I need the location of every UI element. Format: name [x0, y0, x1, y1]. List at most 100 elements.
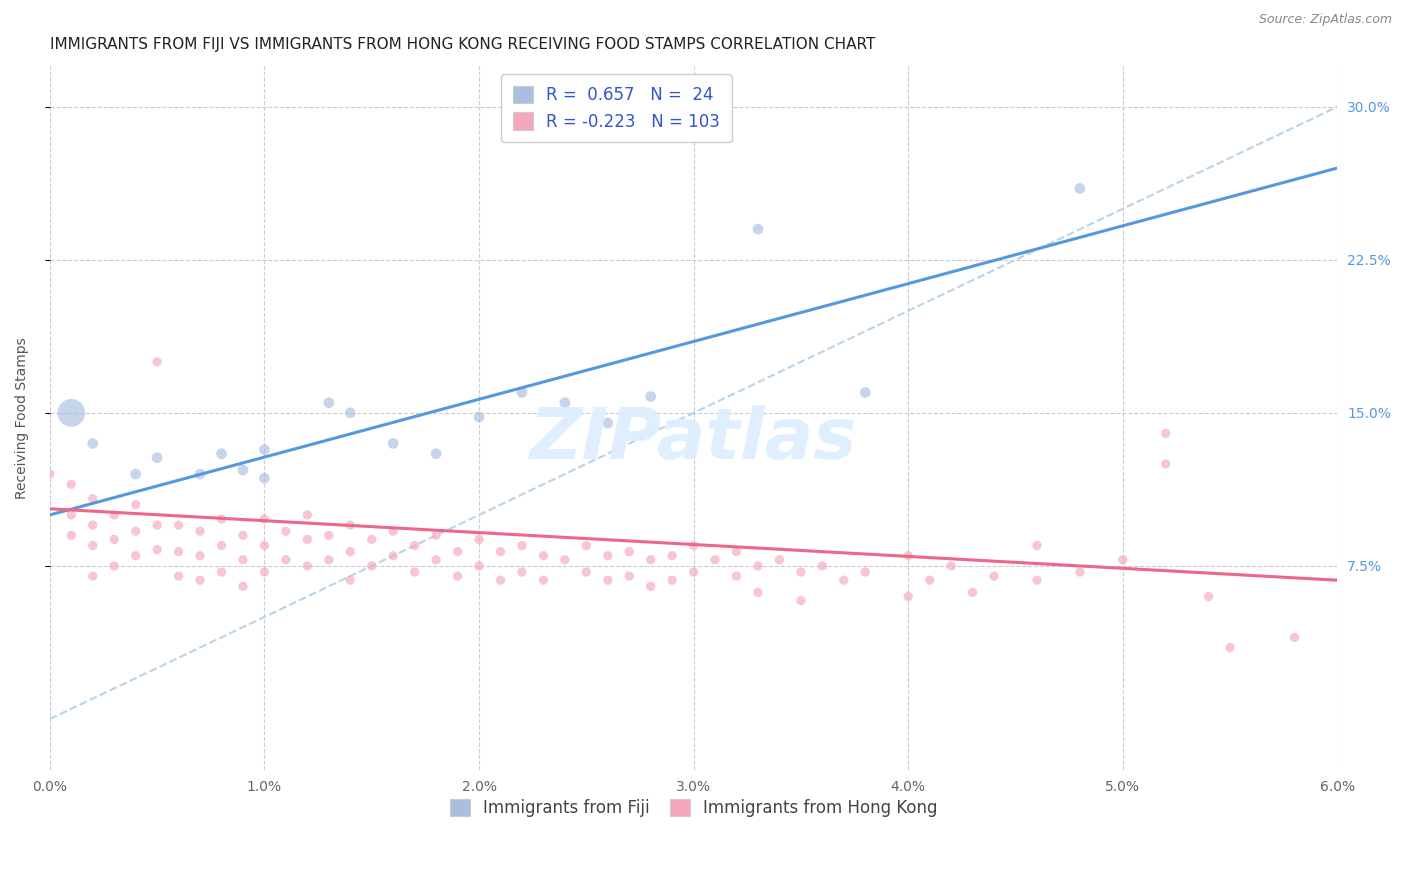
- Point: [146, 542, 169, 557]
- Point: [274, 553, 297, 567]
- Point: [339, 544, 361, 558]
- Point: [596, 549, 619, 563]
- Point: [510, 539, 533, 553]
- Point: [468, 533, 491, 547]
- Point: [531, 549, 554, 563]
- Point: [939, 558, 962, 573]
- Point: [124, 498, 146, 512]
- Point: [1026, 573, 1049, 587]
- Point: [596, 573, 619, 587]
- Point: [489, 544, 512, 558]
- Point: [640, 579, 662, 593]
- Point: [725, 569, 748, 583]
- Point: [596, 416, 619, 430]
- Point: [211, 512, 233, 526]
- Point: [253, 565, 276, 579]
- Point: [124, 549, 146, 563]
- Point: [747, 585, 769, 599]
- Point: [103, 558, 125, 573]
- Point: [983, 569, 1005, 583]
- Point: [318, 528, 340, 542]
- Point: [297, 558, 319, 573]
- Point: [1154, 457, 1177, 471]
- Point: [60, 406, 83, 420]
- Point: [682, 539, 704, 553]
- Point: [188, 549, 211, 563]
- Point: [188, 573, 211, 587]
- Point: [1112, 553, 1135, 567]
- Point: [211, 539, 233, 553]
- Point: [619, 569, 641, 583]
- Point: [554, 395, 576, 409]
- Point: [211, 565, 233, 579]
- Point: [253, 539, 276, 553]
- Point: [146, 518, 169, 533]
- Point: [382, 524, 405, 539]
- Point: [339, 518, 361, 533]
- Point: [768, 553, 790, 567]
- Point: [446, 544, 468, 558]
- Point: [232, 553, 254, 567]
- Point: [360, 533, 382, 547]
- Point: [1219, 640, 1241, 655]
- Point: [1198, 590, 1220, 604]
- Y-axis label: Receiving Food Stamps: Receiving Food Stamps: [15, 337, 30, 499]
- Point: [188, 524, 211, 539]
- Point: [468, 558, 491, 573]
- Point: [146, 450, 169, 465]
- Text: Source: ZipAtlas.com: Source: ZipAtlas.com: [1258, 13, 1392, 27]
- Point: [661, 573, 683, 587]
- Point: [146, 355, 169, 369]
- Point: [725, 544, 748, 558]
- Point: [211, 447, 233, 461]
- Point: [425, 447, 447, 461]
- Point: [575, 539, 598, 553]
- Point: [554, 416, 576, 430]
- Point: [510, 565, 533, 579]
- Point: [297, 533, 319, 547]
- Point: [962, 585, 984, 599]
- Point: [188, 467, 211, 482]
- Point: [339, 406, 361, 420]
- Point: [382, 436, 405, 450]
- Text: ZIPatlas: ZIPatlas: [530, 405, 858, 474]
- Point: [404, 565, 426, 579]
- Text: IMMIGRANTS FROM FIJI VS IMMIGRANTS FROM HONG KONG RECEIVING FOOD STAMPS CORRELAT: IMMIGRANTS FROM FIJI VS IMMIGRANTS FROM …: [49, 37, 875, 53]
- Point: [253, 442, 276, 457]
- Point: [640, 390, 662, 404]
- Point: [446, 569, 468, 583]
- Point: [489, 573, 512, 587]
- Point: [811, 558, 834, 573]
- Point: [897, 590, 920, 604]
- Point: [274, 524, 297, 539]
- Point: [1069, 565, 1091, 579]
- Point: [253, 471, 276, 485]
- Point: [232, 463, 254, 477]
- Point: [918, 573, 941, 587]
- Point: [382, 549, 405, 563]
- Point: [297, 508, 319, 522]
- Point: [82, 436, 104, 450]
- Point: [425, 553, 447, 567]
- Point: [404, 539, 426, 553]
- Point: [853, 565, 876, 579]
- Point: [682, 565, 704, 579]
- Point: [253, 512, 276, 526]
- Point: [38, 467, 60, 482]
- Point: [704, 553, 727, 567]
- Point: [82, 518, 104, 533]
- Point: [103, 533, 125, 547]
- Point: [82, 539, 104, 553]
- Point: [60, 528, 83, 542]
- Point: [167, 544, 190, 558]
- Point: [747, 558, 769, 573]
- Point: [124, 524, 146, 539]
- Point: [167, 518, 190, 533]
- Point: [790, 565, 813, 579]
- Point: [232, 579, 254, 593]
- Point: [790, 593, 813, 607]
- Point: [619, 544, 641, 558]
- Point: [510, 385, 533, 400]
- Point: [318, 395, 340, 409]
- Point: [82, 569, 104, 583]
